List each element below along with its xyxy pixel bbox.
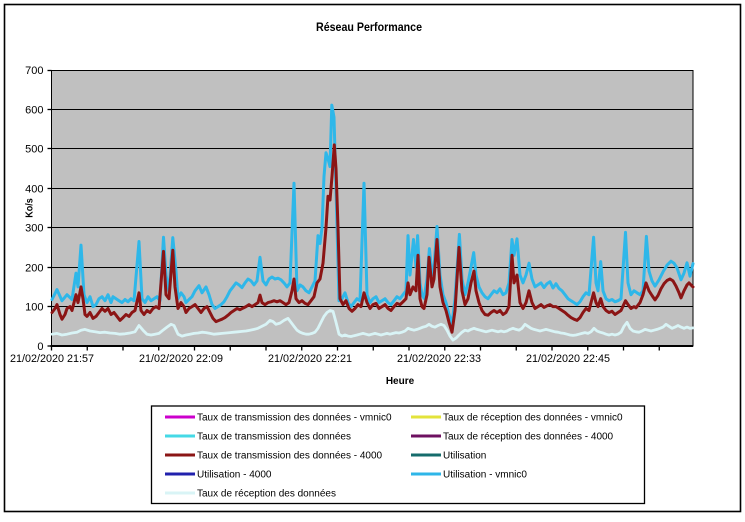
svg-text:500: 500 xyxy=(25,144,43,156)
svg-text:21/02/2020 22:21: 21/02/2020 22:21 xyxy=(268,353,352,365)
svg-text:Réseau Performance: Réseau Performance xyxy=(316,20,422,34)
svg-text:21/02/2020 22:45: 21/02/2020 22:45 xyxy=(526,353,610,365)
svg-text:700: 700 xyxy=(25,65,43,77)
svg-text:Taux de transmission des donné: Taux de transmission des données xyxy=(197,432,351,443)
svg-text:Taux de réception des données: Taux de réception des données - vmnic0 xyxy=(443,413,623,424)
svg-text:Utilisation - 4000: Utilisation - 4000 xyxy=(197,470,272,481)
svg-text:0: 0 xyxy=(37,341,43,353)
svg-text:21/02/2020 22:33: 21/02/2020 22:33 xyxy=(397,353,481,365)
svg-text:Ko/s: Ko/s xyxy=(25,198,36,218)
svg-text:400: 400 xyxy=(25,184,43,196)
svg-text:300: 300 xyxy=(25,223,43,235)
svg-text:Taux de transmission des donné: Taux de transmission des données - 4000 xyxy=(197,451,383,462)
svg-text:Taux de réception des données: Taux de réception des données xyxy=(197,489,336,500)
svg-text:Taux de transmission des donné: Taux de transmission des données - vmnic… xyxy=(197,413,392,424)
svg-text:Utilisation: Utilisation xyxy=(443,451,486,462)
svg-text:600: 600 xyxy=(25,105,43,117)
svg-text:21/02/2020 21:57: 21/02/2020 21:57 xyxy=(10,353,94,365)
svg-text:100: 100 xyxy=(25,302,43,314)
svg-text:200: 200 xyxy=(25,263,43,275)
svg-text:21/02/2020 22:09: 21/02/2020 22:09 xyxy=(139,353,223,365)
svg-text:Heure: Heure xyxy=(386,376,415,387)
svg-text:Utilisation - vmnic0: Utilisation - vmnic0 xyxy=(443,470,527,481)
svg-text:Taux de réception des données: Taux de réception des données - 4000 xyxy=(443,432,614,443)
